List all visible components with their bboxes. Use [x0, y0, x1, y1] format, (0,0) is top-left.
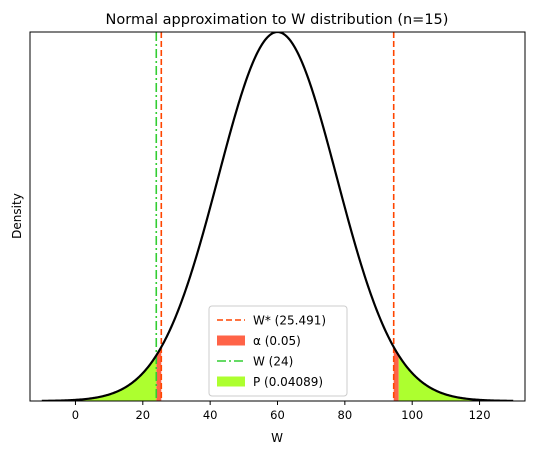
- legend-label: W* (25.491): [253, 314, 326, 328]
- legend-label: W (24): [253, 355, 293, 369]
- x-axis-label: W: [271, 431, 283, 445]
- legend-label: P (0.04089): [253, 375, 323, 389]
- x-tick-label: 40: [203, 408, 218, 422]
- fill-region-p-2: [41, 355, 157, 401]
- y-axis-label: Density: [10, 193, 24, 239]
- fill-region-alpha-1: [393, 347, 399, 401]
- fill-region-p-3: [398, 355, 514, 401]
- x-tick-label: 80: [338, 408, 353, 422]
- x-tick-label: 0: [72, 408, 79, 422]
- legend-label: α (0.05): [253, 334, 301, 348]
- fill-region-alpha-0: [156, 347, 162, 401]
- chart-title: Normal approximation to W distribution (…: [106, 12, 449, 28]
- legend-swatch: [217, 335, 245, 346]
- x-tick-label: 120: [469, 408, 491, 422]
- density-curve: [41, 32, 514, 401]
- x-tick-label: 20: [135, 408, 150, 422]
- plot-area: [41, 32, 514, 401]
- legend: W* (25.491) α (0.05) W (24) P (0.04089): [208, 305, 348, 397]
- x-tick-label: 60: [270, 408, 285, 422]
- axes: 0 20 40 60 80 100 120: [29, 31, 526, 422]
- x-tick-label: 100: [401, 408, 423, 422]
- legend-swatch: [217, 376, 245, 387]
- plot-inner: [41, 32, 514, 401]
- legend-box: [208, 305, 348, 397]
